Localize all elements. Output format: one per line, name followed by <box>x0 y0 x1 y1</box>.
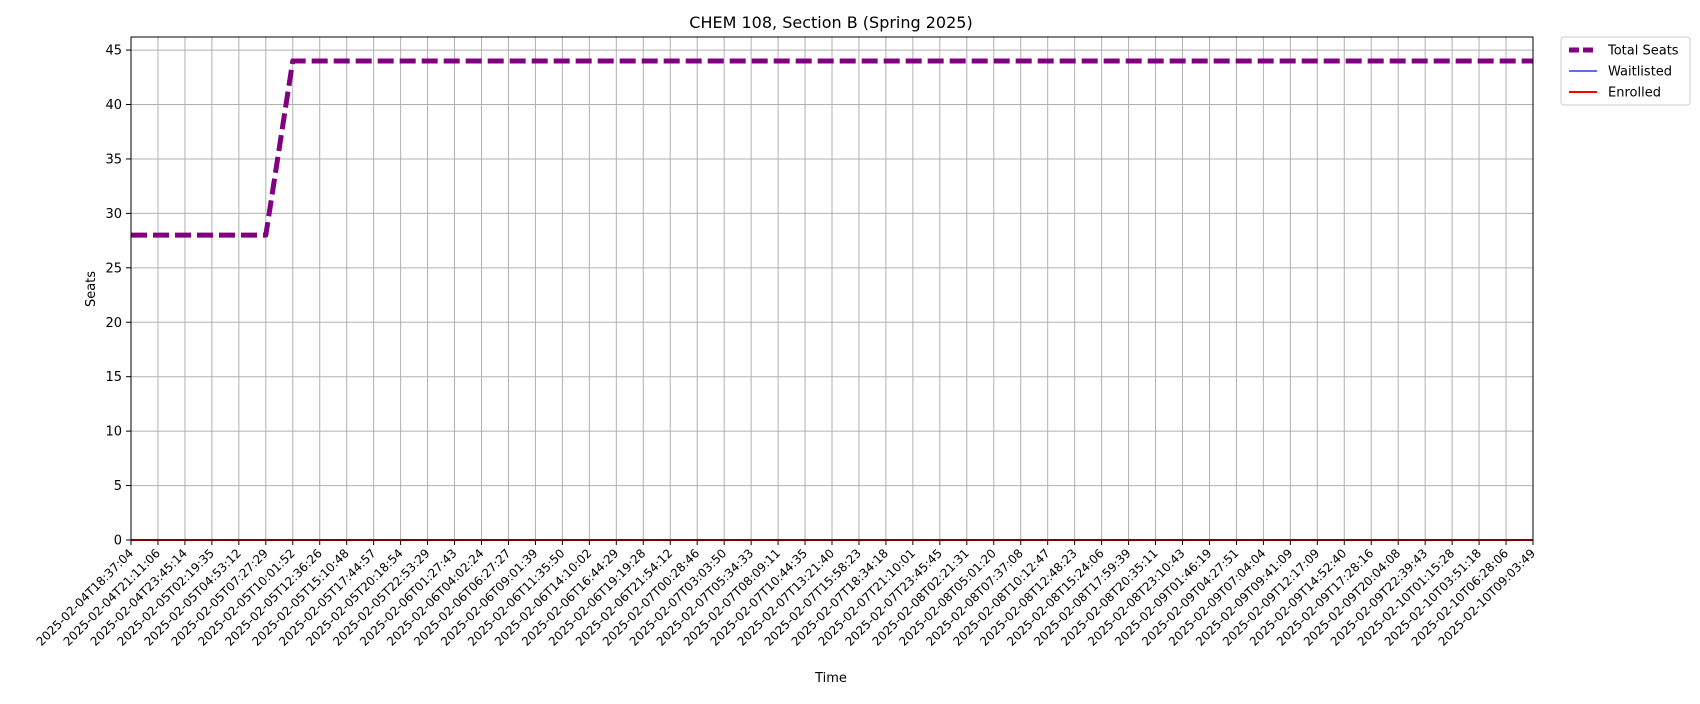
legend-label: Waitlisted <box>1608 65 1672 80</box>
legend-box <box>1560 36 1691 106</box>
x-axis-label: Time <box>814 671 847 686</box>
y-tick-label: 10 <box>105 425 122 440</box>
legend-label: Total Seats <box>1607 44 1679 59</box>
y-tick-label: 25 <box>105 261 122 276</box>
y-tick-label: 45 <box>105 44 122 59</box>
y-tick-label: 0 <box>114 534 122 549</box>
y-tick-label: 40 <box>105 98 122 113</box>
y-tick-label: 30 <box>105 207 122 222</box>
y-axis-label: Seats <box>84 271 99 307</box>
series-line-total-seats <box>131 58 1533 238</box>
y-tick-label: 20 <box>105 316 122 331</box>
y-tick-label: 15 <box>105 370 122 385</box>
legend: Total Seats Waitlisted Enrolled <box>1560 36 1691 106</box>
legend-label: Enrolled <box>1608 86 1661 101</box>
axes <box>126 36 1534 545</box>
y-tick-label: 35 <box>105 152 122 167</box>
y-tick-label: 5 <box>114 479 122 494</box>
grid-lines <box>130 37 1534 541</box>
plot-frame <box>130 36 1534 541</box>
chart-title: CHEM 108, Section B (Spring 2025) <box>689 13 972 32</box>
